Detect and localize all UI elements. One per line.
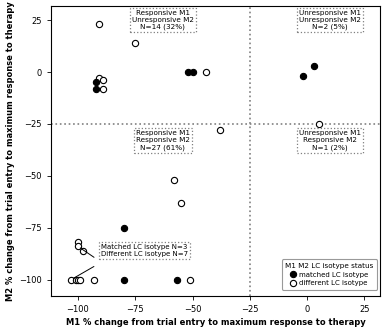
- Text: Unresponsive M1
Unresponsive M2
N=2 (5%): Unresponsive M1 Unresponsive M2 N=2 (5%): [299, 10, 361, 30]
- Text: Unresponsive M1
Responsive M2
N=1 (2%): Unresponsive M1 Responsive M2 N=1 (2%): [299, 130, 361, 151]
- X-axis label: M1 % change from trial entry to maximum response to therapy: M1 % change from trial entry to maximum …: [66, 318, 365, 327]
- Text: Matched LC isotype N=3
Different LC isotype N=7: Matched LC isotype N=3 Different LC isot…: [101, 244, 188, 257]
- Legend: matched LC isotype, different LC isotype: matched LC isotype, different LC isotype: [282, 259, 377, 290]
- Text: Responsive M1
Unresponsive M2
N=14 (32%): Responsive M1 Unresponsive M2 N=14 (32%): [132, 10, 194, 30]
- Y-axis label: M2 % change from trial entry to maximum response to therapy: M2 % change from trial entry to maximum …: [5, 1, 15, 301]
- Text: Responsive M1
Responsive M2
N=27 (61%): Responsive M1 Responsive M2 N=27 (61%): [136, 130, 190, 151]
